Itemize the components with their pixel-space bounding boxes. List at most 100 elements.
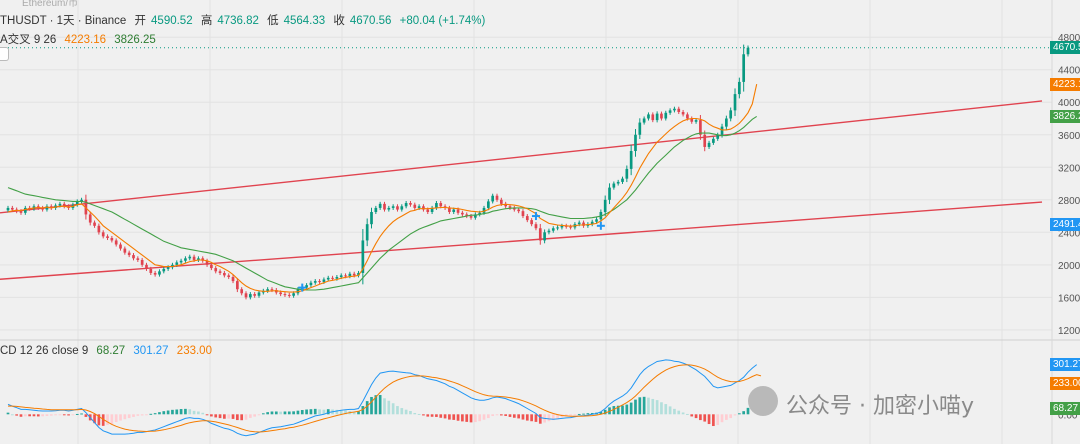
macd-histogram-bar — [690, 414, 694, 417]
last-price-badge: 4670.56 — [1050, 41, 1080, 55]
macd-histogram-bar — [205, 414, 209, 416]
macd-histogram-bar — [474, 414, 477, 423]
macd-histogram-bar — [525, 414, 529, 421]
candle-body — [681, 111, 685, 115]
macd-histogram-bar — [197, 411, 200, 415]
macd-histogram-bar — [244, 414, 248, 420]
candle-body — [517, 209, 520, 212]
macd-histogram-bar — [551, 414, 555, 421]
macd-histogram-bar — [491, 414, 495, 416]
symbol-label[interactable]: THUSDT · 1天 · Binance — [0, 15, 127, 27]
candle-body — [223, 272, 226, 276]
candle-body — [452, 209, 456, 212]
candle-body — [655, 113, 659, 121]
macd-histogram-bar — [344, 410, 347, 415]
candle-body — [413, 204, 417, 208]
candle-body — [357, 272, 360, 276]
macd-histogram-bar — [322, 409, 326, 415]
candle-body — [625, 168, 629, 179]
macd-histogram-bar — [184, 408, 187, 415]
macd-histogram-bar — [110, 414, 114, 425]
candle-body — [114, 240, 118, 245]
collapse-indicators-button[interactable] — [0, 47, 9, 61]
ma-slow-line — [7, 115, 758, 291]
candle-body — [634, 134, 637, 152]
candle-body — [404, 203, 408, 207]
candle-body — [80, 199, 83, 202]
candle-body — [638, 122, 642, 135]
macd-histogram-bar — [19, 414, 23, 417]
macd-histogram-bar — [23, 414, 27, 417]
candle-body — [370, 211, 373, 225]
macd-histogram-bar — [41, 414, 44, 417]
macd-histogram-bar — [192, 410, 196, 415]
signal-badge: 233.00 — [1050, 377, 1080, 391]
macd-histogram-bar — [720, 414, 724, 423]
candle-body — [396, 206, 399, 210]
candle-body — [49, 206, 53, 208]
macd-histogram-bar — [521, 414, 525, 420]
macd-histogram-bar — [175, 409, 179, 415]
candle-body — [707, 142, 711, 147]
candle-body — [742, 54, 746, 82]
candle-body — [344, 275, 347, 277]
macd-value: 301.27 — [133, 345, 169, 357]
macd-histogram-bar — [305, 409, 308, 415]
candle-body — [521, 211, 525, 217]
candle-body — [175, 262, 179, 265]
low-value: 4564.33 — [283, 15, 326, 27]
candle-body — [331, 277, 334, 279]
candle-body — [746, 47, 750, 55]
candle-body — [240, 289, 244, 294]
candle-body — [538, 228, 542, 241]
macd-histogram-bar — [625, 404, 629, 415]
macd-histogram-bar — [292, 411, 295, 415]
candle-body — [335, 277, 339, 279]
ohlc-header: THUSDT · 1天 · Binance 开 4590.52 高 4736.82 … — [0, 12, 490, 28]
candle-body — [348, 273, 352, 277]
macd-histogram-bar — [67, 414, 70, 416]
candle-body — [188, 256, 192, 259]
macd-legend[interactable]: CD 12 26 close 9 68.27 301.27 233.00 — [0, 345, 217, 357]
candle-body — [417, 206, 421, 208]
ma-legend[interactable]: A交叉 9 26 4223.16 3826.25 — [0, 31, 161, 47]
candle-body — [10, 207, 14, 210]
y-tick-label: 3200.0 — [1058, 163, 1080, 174]
candle-body — [283, 294, 287, 296]
candle-body — [595, 219, 598, 222]
candle-body — [677, 108, 681, 112]
macd-histogram-bar — [97, 414, 101, 426]
candle-body — [621, 178, 624, 182]
high-label: 高 — [200, 15, 213, 27]
candle-body — [703, 134, 707, 147]
y-tick-label: 3600.0 — [1058, 131, 1080, 142]
macd-histogram-bar — [634, 399, 637, 415]
macd-histogram-bar — [478, 414, 482, 422]
candle-body — [391, 206, 395, 208]
macd-histogram-bar — [712, 414, 715, 427]
macd-badge: 301.27 — [1050, 358, 1080, 372]
macd-histogram-bar — [253, 414, 257, 417]
trendline — [0, 100, 1043, 214]
candle-body — [227, 275, 231, 278]
macd-histogram-bar — [274, 411, 278, 415]
candle-body — [699, 120, 702, 135]
candle-body — [257, 292, 261, 296]
ma-slow-value: 3826.25 — [114, 34, 156, 46]
macd-histogram-bar — [248, 414, 252, 418]
candle-body — [720, 126, 724, 135]
change-value: +80.04 (+1.74%) — [399, 15, 486, 27]
macd-histogram-bar — [326, 409, 330, 415]
macd-histogram-bar — [171, 409, 174, 415]
macd-histogram-bar — [534, 414, 538, 422]
y-tick-label: 1600.0 — [1058, 293, 1080, 304]
macd-histogram-bar — [686, 413, 689, 415]
macd-line — [7, 359, 758, 437]
candle-body — [729, 110, 733, 119]
macd-histogram-bar — [318, 409, 321, 415]
macd-histogram-bar — [512, 414, 516, 418]
candle-body — [145, 264, 148, 269]
candle-body — [530, 220, 533, 225]
macd-histogram-bar — [738, 413, 741, 415]
